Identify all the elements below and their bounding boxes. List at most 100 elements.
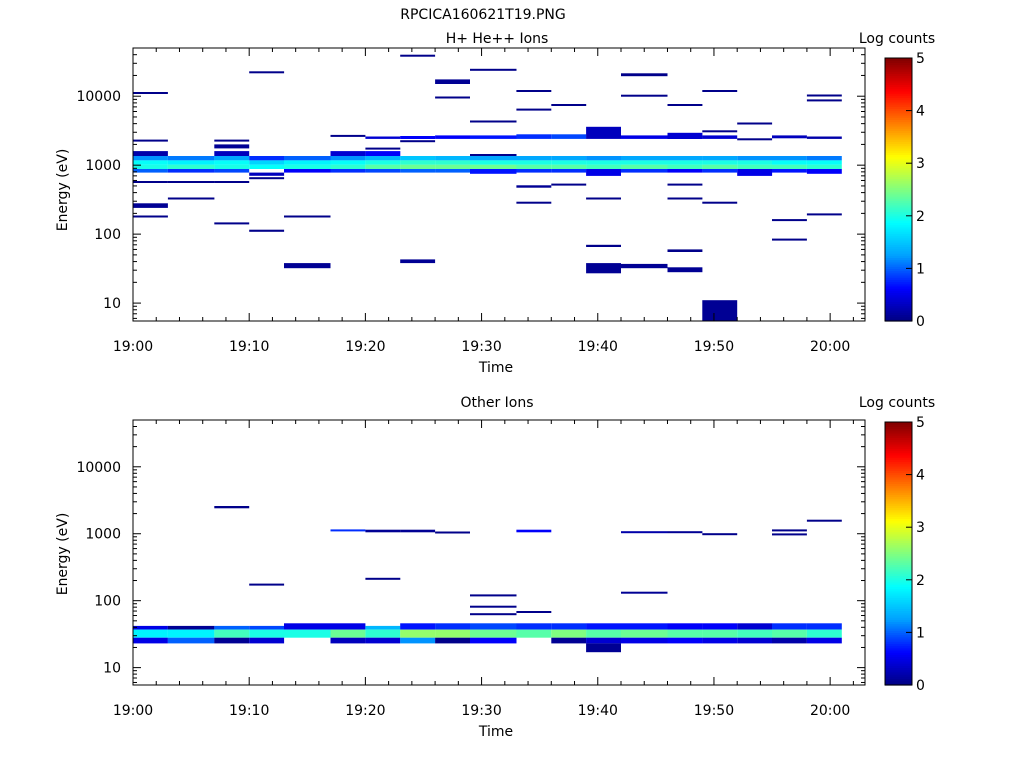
colorbar-gradient-slice [885, 669, 912, 673]
heatmap-cell [806, 623, 842, 630]
heatmap-cell [167, 164, 215, 169]
heatmap-cell [516, 108, 552, 111]
heatmap-cell [133, 164, 168, 169]
heatmap-cell [702, 156, 738, 161]
colorbar-gradient-slice [885, 283, 912, 287]
colorbar-gradient-slice [885, 189, 912, 193]
colorbar-gradient-slice [885, 239, 912, 243]
colorbar-gradient-slice [885, 516, 912, 520]
colorbar-gradient-slice [885, 294, 912, 298]
colorbar-gradient-slice [885, 509, 912, 513]
heatmap-cell [435, 637, 470, 644]
colorbar-gradient-slice [885, 660, 912, 664]
colorbar-tick-label: 3 [916, 156, 925, 172]
colorbar-gradient-slice [885, 577, 912, 581]
heatmap-cell [400, 637, 436, 644]
heatmap-cell [702, 623, 738, 630]
colorbar-gradient-slice [885, 196, 912, 199]
colorbar-label: Log counts [859, 395, 935, 411]
panel-other-ions: Other Ions Log counts Time Energy (eV) 1… [55, 395, 935, 740]
heatmap-cell [284, 160, 331, 165]
heatmap-cell [365, 637, 401, 644]
colorbar-gradient-slice [885, 588, 912, 592]
x-tick-label: 19:30 [461, 703, 501, 719]
colorbar-gradient-slice [885, 274, 912, 278]
colorbar-gradient-slice [885, 682, 912, 686]
colorbar-gradient-slice [885, 625, 912, 629]
heatmap-cell [772, 156, 807, 161]
heatmap-cell [330, 169, 366, 173]
heatmap-cell [806, 164, 842, 169]
colorbar-gradient-slice [885, 198, 912, 202]
colorbar-gradient-slice [885, 468, 912, 471]
colorbar-gradient-slice [885, 518, 912, 522]
colorbar-gradient-slice [885, 439, 912, 443]
heatmap-cell [284, 156, 331, 161]
colorbar-gradient-slice [885, 316, 912, 320]
colorbar-gradient-slice [885, 667, 912, 671]
heatmap-cell [249, 160, 285, 165]
colorbar-gradient-slice [885, 134, 912, 138]
colorbar-gradient-slice [885, 99, 912, 103]
colorbar-gradient-slice [885, 95, 912, 99]
heatmap-cell [772, 529, 807, 532]
heatmap-cell [214, 139, 250, 142]
colorbar-gradient-slice [885, 546, 912, 550]
heatmap-cell [551, 160, 587, 165]
colorbar-gradient-slice [885, 426, 912, 430]
heatmap-cell [772, 135, 807, 139]
heatmap-cell [470, 605, 517, 608]
heatmap-cell [667, 531, 703, 534]
heatmap-cell [133, 637, 168, 644]
heatmap-cell [667, 197, 703, 200]
heatmap-cell [586, 197, 621, 200]
y-tick-label: 10000 [76, 460, 121, 476]
heatmap-cell [167, 197, 215, 200]
colorbar-gradient-slice [885, 222, 912, 226]
colorbar-gradient-slice [885, 663, 912, 666]
colorbar-gradient-slice [885, 60, 912, 63]
colorbar-gradient-slice [885, 507, 912, 511]
heatmap-cell [214, 181, 250, 183]
colorbar-gradient-slice [885, 90, 912, 94]
colorbar-gradient-slice [885, 110, 912, 114]
colorbar-gradient-slice [885, 621, 912, 625]
heatmap-cell [284, 215, 331, 218]
colorbar-gradient-slice [885, 226, 912, 230]
colorbar-gradient-slice [885, 211, 912, 215]
colorbar-gradient-slice [885, 474, 912, 478]
panel-title: Other Ions [460, 395, 533, 411]
colorbar-gradient-slice [885, 500, 912, 504]
heatmap-cell [214, 637, 250, 644]
heatmap-cell [586, 156, 621, 161]
colorbar-gradient-slice [885, 207, 912, 210]
x-tick-label: 19:00 [113, 703, 153, 719]
colorbar-gradient-slice [885, 64, 912, 68]
heatmap-cell [667, 623, 703, 630]
heatmap-cell [133, 203, 168, 208]
colorbar-gradient-slice [885, 535, 912, 539]
colorbar-gradient-slice [885, 489, 912, 493]
colorbar-gradient-slice [885, 671, 912, 675]
heatmap-cell [667, 267, 703, 273]
colorbar-gradient-slice [885, 601, 912, 605]
heatmap-cell [214, 222, 250, 225]
heatmap-cell [330, 629, 366, 638]
heatmap-cell [214, 164, 250, 169]
heatmap-cell [167, 156, 215, 161]
colorbar-tick-label: 5 [916, 415, 925, 431]
heatmap-cell [586, 169, 621, 176]
heatmap-cell [365, 147, 401, 150]
heatmap-cell [167, 169, 215, 173]
heatmap-cell [621, 637, 668, 644]
heatmap-cell [621, 164, 668, 169]
heatmap-cell [667, 160, 703, 165]
colorbar-gradient-slice [885, 235, 912, 239]
y-tick-label: 1000 [85, 527, 121, 543]
colorbar-gradient-slice [885, 527, 912, 530]
heatmap-cell [516, 156, 552, 161]
colorbar-gradient-slice [885, 279, 912, 283]
colorbar-gradient-slice [885, 487, 912, 491]
heatmap-cell [551, 164, 587, 169]
colorbar-gradient-slice [885, 310, 912, 313]
